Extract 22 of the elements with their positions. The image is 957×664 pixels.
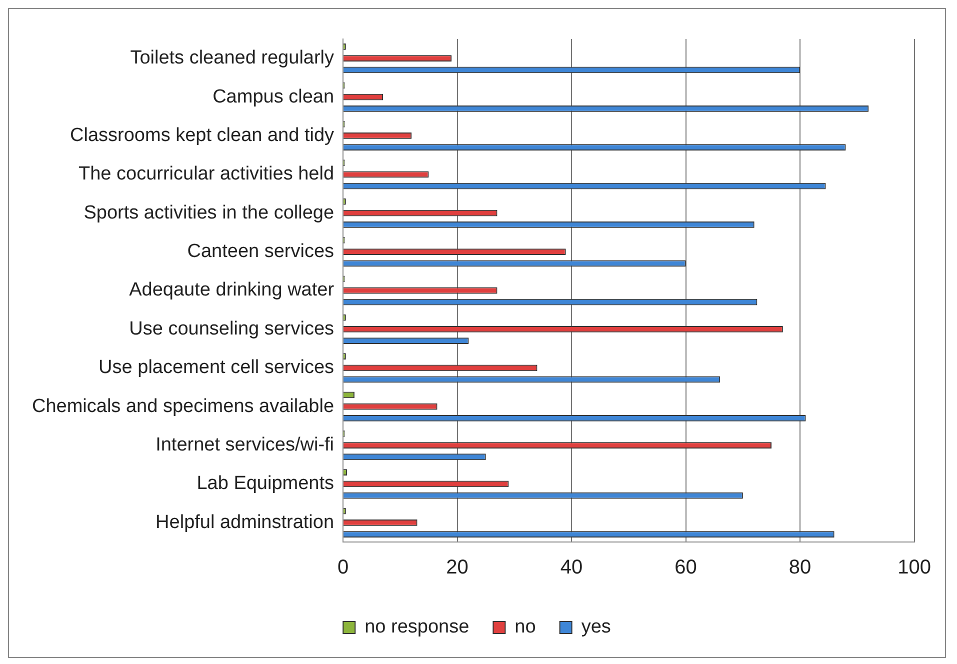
y-tick-label: Canteen services bbox=[187, 241, 334, 262]
x-tick-label: 0 bbox=[337, 556, 349, 579]
y-tick-label: Campus clean bbox=[212, 86, 334, 108]
x-tick-label: 20 bbox=[446, 556, 468, 579]
y-tick-label: Classrooms kept clean and tidy bbox=[70, 124, 335, 146]
y-tick-label: The cocurricular activities held bbox=[78, 164, 334, 185]
y-tick-label: Toilets cleaned regularly bbox=[130, 48, 335, 69]
legend-label: no response bbox=[364, 616, 470, 638]
y-tick-label: Adeqaute drinking water bbox=[129, 280, 335, 301]
x-tick-label: 100 bbox=[898, 556, 932, 579]
y-tick-label: Helpful adminstration bbox=[156, 512, 334, 533]
y-tick-label: Lab Equipments bbox=[196, 473, 334, 494]
y-tick-label: Use counseling services bbox=[129, 318, 334, 340]
legend-label: yes bbox=[581, 616, 611, 638]
legend-label: no bbox=[514, 616, 536, 638]
y-tick-label: Chemicals and specimens available bbox=[32, 396, 334, 417]
y-tick-label: Internet services/wi-fi bbox=[156, 434, 334, 456]
x-tick-label: 60 bbox=[674, 556, 697, 579]
y-tick-label: Sports activities in the college bbox=[84, 202, 334, 224]
y-tick-label: Use placement cell services bbox=[98, 357, 334, 378]
x-tick-label: 80 bbox=[788, 556, 812, 579]
x-tick-label: 40 bbox=[560, 556, 583, 579]
